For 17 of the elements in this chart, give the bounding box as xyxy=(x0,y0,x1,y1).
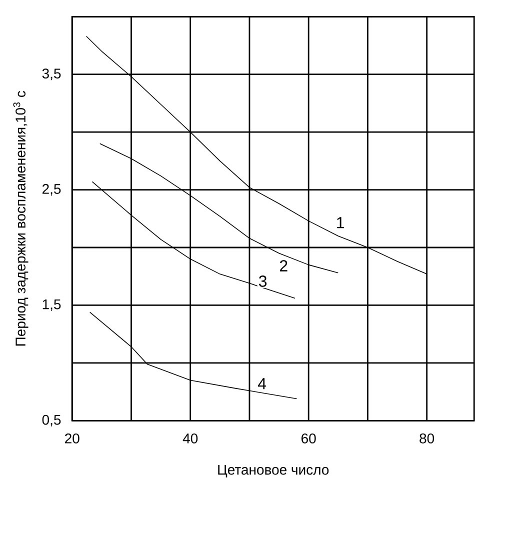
y-axis-title: Период задержки воспламенения,10$^{3}$ с xyxy=(13,90,28,346)
x-axis-title: Цетановое число xyxy=(218,464,329,478)
line-series xyxy=(100,143,339,274)
x-tick-label: 40 xyxy=(182,433,198,444)
line-series xyxy=(92,181,296,299)
x-tick-label: 20 xyxy=(65,433,80,444)
series-label: 3 xyxy=(258,276,267,287)
x-tick-label: 60 xyxy=(302,433,316,444)
y-tick-label: 1,5 xyxy=(42,300,61,311)
series-label: 2 xyxy=(280,260,288,272)
y-tick-label: 0,5 xyxy=(42,414,61,426)
line-series xyxy=(89,312,298,400)
y-tick-label: 2,5 xyxy=(42,184,61,196)
x-tick-label: 80 xyxy=(420,433,434,444)
y-tick-label: 3,5 xyxy=(42,68,61,80)
series-label: 4 xyxy=(258,378,266,390)
series-label: 1 xyxy=(337,217,344,228)
